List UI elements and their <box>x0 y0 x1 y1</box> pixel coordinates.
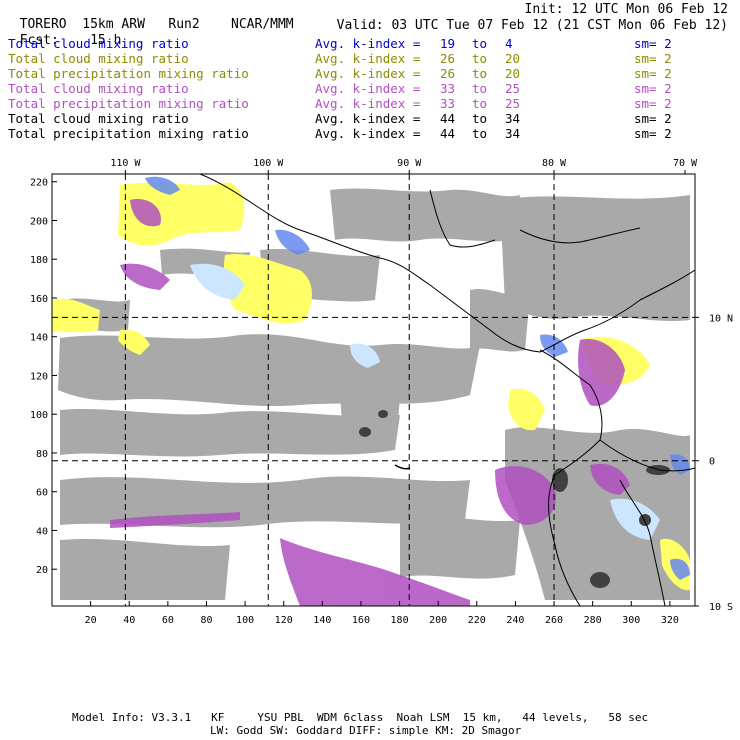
x-tick-label: 300 <box>622 615 640 626</box>
legend-sm-4: sm= 2 <box>634 96 672 111</box>
field-shading <box>52 174 695 606</box>
x-tick-label: 80 <box>200 615 212 626</box>
legend-to-word-0: to <box>472 36 488 51</box>
legend-to-word-3: to <box>472 81 488 96</box>
lat-label: 0 <box>709 457 715 468</box>
axis-marks: 20 40 60 80 100 120 140 160 180 200 220 240 260 280 30… <box>30 158 733 626</box>
legend-to-word-4: to <box>472 96 488 111</box>
legend-to-word-6: to <box>472 126 488 141</box>
legend-to-0: 4 <box>505 36 513 51</box>
lon-label: 70 W <box>673 158 698 169</box>
x-tick-label: 100 <box>236 615 254 626</box>
footer-line-1: Model Info: V3.3.1 KF YSU PBL WDM 6class… <box>72 711 649 724</box>
x-tick-label: 320 <box>661 615 679 626</box>
y-tick-label: 120 <box>30 371 48 382</box>
legend-index-4: Avg. k-index = <box>315 96 421 111</box>
valid-time: Valid: 03 UTC Tue 07 Feb 12 (21 CST Mon … <box>336 18 728 33</box>
legend-field-5: Total cloud mixing ratio <box>8 111 189 126</box>
legend-field-6: Total precipitation mixing ratio <box>8 126 249 141</box>
lon-label: 100 W <box>253 158 284 169</box>
x-tick-label: 200 <box>429 615 447 626</box>
y-tick-label: 80 <box>36 449 48 460</box>
legend-to-word-2: to <box>472 66 488 81</box>
y-tick-label: 160 <box>30 294 48 305</box>
yellow-precip-field <box>52 182 690 591</box>
fcst-value: 15 h <box>90 33 122 48</box>
legend-field-2: Total precipitation mixing ratio <box>8 66 249 81</box>
x-tick-label: 60 <box>162 615 174 626</box>
y-tick-label: 220 <box>30 178 48 189</box>
legend-to-5: 34 <box>505 111 521 126</box>
model-resolution: 15km ARW <box>82 17 145 32</box>
y-tick-label: 140 <box>30 333 48 344</box>
legend-index-2: Avg. k-index = <box>315 66 421 81</box>
legend-from-3: 33 <box>440 81 456 96</box>
x-tick-label: 220 <box>468 615 486 626</box>
legend-from-5: 44 <box>440 111 456 126</box>
legend-sm-6: sm= 2 <box>634 126 672 141</box>
legend-from-2: 26 <box>440 66 456 81</box>
legend-from-0: 19 <box>440 36 456 51</box>
y-tick-label: 180 <box>30 255 48 266</box>
legend-sm-2: sm= 2 <box>634 66 672 81</box>
y-tick-label: 40 <box>36 526 48 537</box>
footer-line-2: LW: Godd SW: Goddard DIFF: simple KM: 2D… <box>210 724 522 737</box>
coastlines <box>199 174 695 606</box>
forecast-line: Fcst: 15 h <box>4 18 122 48</box>
legend-sm-0: sm= 2 <box>634 36 672 51</box>
legend-sm-3: sm= 2 <box>634 81 672 96</box>
x-tick-label: 160 <box>352 615 370 626</box>
x-tick-label: 280 <box>584 615 602 626</box>
legend-field-4: Total precipitation mixing ratio <box>8 96 249 111</box>
y-tick-label: 60 <box>36 488 48 499</box>
legend-index-3: Avg. k-index = <box>315 81 421 96</box>
header-line-1: TORERO 15km ARW Run2 NCAR/MMM <box>4 2 294 32</box>
fcst-label: Fcst: <box>19 33 59 48</box>
legend-sm-1: sm= 2 <box>634 51 672 66</box>
x-tick-label: 120 <box>275 615 293 626</box>
model-name: TORERO <box>19 17 67 32</box>
lat-lon-grid <box>52 174 695 606</box>
legend-index-1: Avg. k-index = <box>315 51 421 66</box>
dark-core-field <box>359 410 670 588</box>
lat-label: 10 S <box>709 602 733 613</box>
legend-to-3: 25 <box>505 81 521 96</box>
legend-field-1: Total cloud mixing ratio <box>8 51 189 66</box>
legend-from-1: 26 <box>440 51 456 66</box>
legend-to-6: 34 <box>505 126 521 141</box>
legend-field-3: Total cloud mixing ratio <box>8 81 189 96</box>
legend-index-0: Avg. k-index = <box>315 36 421 51</box>
run-name: Run2 <box>168 17 200 32</box>
legend-to-word-5: to <box>472 111 488 126</box>
lon-label: 80 W <box>542 158 567 169</box>
x-tick-label: 40 <box>123 615 135 626</box>
center-name: NCAR/MMM <box>231 17 294 32</box>
map-frame <box>51 173 696 607</box>
lat-label: 10 N <box>709 313 733 324</box>
x-tick-label: 240 <box>506 615 524 626</box>
lon-label: 110 W <box>110 158 141 169</box>
purple-precip-field <box>110 199 630 606</box>
legend-field-0: Total cloud mixing ratio <box>8 36 189 51</box>
legend-from-4: 33 <box>440 96 456 111</box>
legend-to-4: 25 <box>505 96 521 111</box>
init-time: Init: 12 UTC Mon 06 Feb 12 <box>524 2 729 17</box>
legend-to-1: 20 <box>505 51 521 66</box>
lightblue-cloud-field <box>190 263 660 540</box>
legend-to-2: 20 <box>505 66 521 81</box>
y-tick-label: 100 <box>30 410 48 421</box>
x-tick-label: 180 <box>391 615 409 626</box>
x-tick-label: 140 <box>313 615 331 626</box>
legend-index-5: Avg. k-index = <box>315 111 421 126</box>
x-tick-label: 20 <box>85 615 97 626</box>
legend-sm-5: sm= 2 <box>634 111 672 126</box>
legend-to-word-1: to <box>472 51 488 66</box>
lon-label: 90 W <box>397 158 422 169</box>
y-tick-label: 20 <box>36 565 48 576</box>
y-tick-label: 200 <box>30 216 48 227</box>
x-tick-label: 260 <box>545 615 563 626</box>
legend-from-6: 44 <box>440 126 456 141</box>
legend-index-6: Avg. k-index = <box>315 126 421 141</box>
